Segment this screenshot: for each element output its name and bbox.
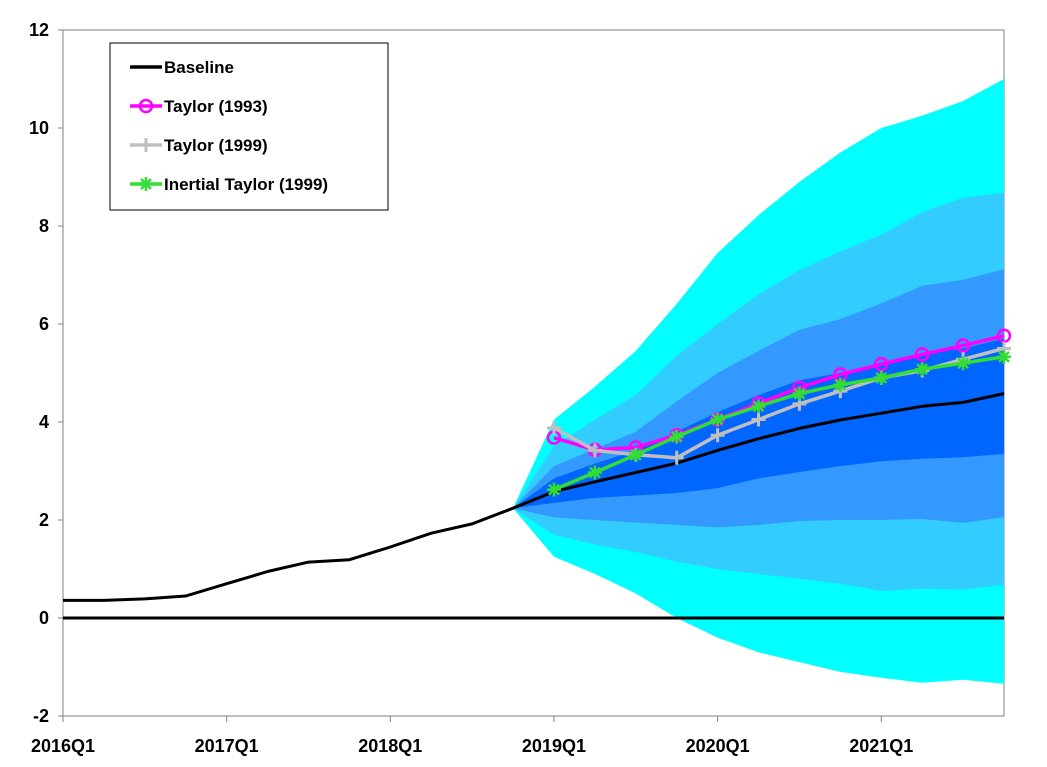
series-inertial-taylor-1999-point [751, 399, 766, 414]
series-inertial-taylor-1999-point [669, 429, 684, 444]
x-tick-label: 2017Q1 [195, 736, 259, 756]
series-inertial-taylor-1999-point [710, 412, 725, 427]
legend-marker [138, 98, 154, 114]
y-tick-label: 12 [29, 20, 49, 40]
series-inertial-taylor-1999-point [833, 377, 848, 392]
series-taylor-1999-point [669, 450, 684, 465]
series-taylor-1999-point [546, 420, 561, 435]
series-taylor-1999-point [587, 443, 602, 458]
series-taylor-1993-point [914, 347, 930, 362]
y-tick-label: 4 [39, 412, 49, 432]
series-inertial-taylor-1999-point [956, 356, 971, 371]
x-tick-label: 2020Q1 [686, 736, 750, 756]
y-tick-label: 8 [39, 216, 49, 236]
series-inertial-taylor-1999-point [628, 447, 643, 462]
y-tick-label: 0 [39, 608, 49, 628]
series-baseline-line [63, 392, 1005, 602]
y-tick-label: 2 [39, 510, 49, 530]
legend-marker [139, 177, 153, 191]
legend-label: Inertial Taylor (1999) [164, 175, 328, 194]
legend-label: Taylor (1999) [164, 136, 268, 155]
y-tick-label: -2 [33, 706, 49, 726]
series-taylor-1999-point [751, 412, 766, 427]
x-tick-label: 2016Q1 [31, 736, 95, 756]
series-inertial-taylor-1999-point [874, 370, 889, 385]
series-inertial-taylor-1999-point [546, 482, 561, 497]
x-tick-label: 2021Q1 [849, 736, 913, 756]
series-inertial-taylor-1999-point [792, 386, 807, 401]
y-tick-label: 10 [29, 118, 49, 138]
series-inertial-taylor-1999-point [587, 465, 602, 480]
series-taylor-1993-point [874, 356, 889, 372]
legend-box [109, 42, 389, 211]
series-inertial-taylor-1999-point [915, 362, 930, 377]
series-taylor-1993-point [955, 338, 971, 353]
series-inertial-taylor-1999-point [997, 349, 1011, 364]
legend-marker [139, 138, 153, 152]
legend-label: Baseline [164, 58, 234, 77]
legend-label: Taylor (1993) [164, 97, 268, 116]
y-tick-label: 6 [39, 314, 49, 334]
x-tick-label: 2019Q1 [522, 736, 586, 756]
x-tick-label: 2018Q1 [358, 736, 422, 756]
series-taylor-1999-point [710, 428, 725, 443]
